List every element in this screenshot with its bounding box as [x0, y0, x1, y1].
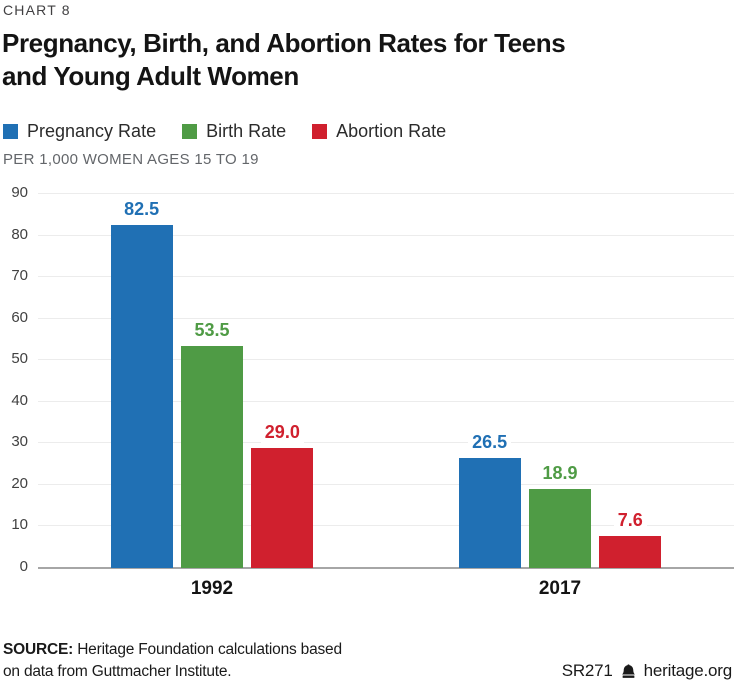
bar-value-label-birth-rate-1992: 53.5 — [190, 319, 234, 341]
x-tick-label-1992: 1992 — [190, 578, 234, 599]
legend-item-abortion-rate: Abortion Rate — [312, 121, 446, 142]
bar-slot-abortion-rate-1992: 29.0 — [251, 194, 314, 568]
y-tick-label: 60 — [11, 308, 28, 326]
chart-title-line-2: and Young Adult Women — [2, 61, 299, 91]
legend-item-pregnancy-rate: Pregnancy Rate — [3, 121, 156, 142]
gridline — [38, 359, 734, 361]
gridline — [38, 442, 734, 444]
y-tick-label: 40 — [11, 391, 28, 409]
chart-title-line-1: Pregnancy, Birth, and Abortion Rates for… — [2, 28, 566, 58]
gridline — [38, 400, 734, 402]
y-tick-label: 50 — [11, 350, 28, 368]
abortion-rate-bar-2017 — [599, 536, 662, 568]
legend-label-pregnancy-rate: Pregnancy Rate — [27, 121, 157, 141]
heritage-bell-icon — [620, 663, 637, 680]
gridline — [38, 317, 734, 319]
source-line-1: SOURCE: Heritage Foundation calculations… — [3, 639, 342, 661]
chart-eyebrow: CHART 8 — [3, 2, 71, 18]
birth-rate-bar-1992 — [180, 345, 244, 568]
gridline — [38, 193, 734, 194]
legend: Pregnancy Rate Birth Rate Abortion Rate — [3, 121, 446, 142]
abortion-rate-bar-1992 — [251, 447, 314, 568]
y-tick-label: 20 — [11, 474, 28, 492]
chart-title: Pregnancy, Birth, and Abortion Rates for… — [2, 27, 566, 93]
bar-slot-pregnancy-rate-1992: 82.5 — [110, 194, 173, 568]
bar-value-label-pregnancy-rate-2017: 26.5 — [468, 431, 512, 453]
legend-label-abortion-rate: Abortion Rate — [336, 121, 447, 141]
y-axis-labels: 0 10 20 30 40 50 60 70 80 90 — [0, 184, 28, 575]
x-axis-line — [38, 567, 734, 569]
report-id: SR271 — [561, 661, 613, 680]
bar-slot-birth-rate-2017: 18.9 — [528, 194, 592, 568]
bar-groups: 82.5 53.5 29.0 1992 26.5 18.9 7.6 2017 — [38, 194, 734, 599]
source-text-1: Heritage Foundation calculations based — [77, 641, 342, 658]
legend-label-birth-rate: Birth Rate — [206, 121, 287, 141]
x-tick-label-2017: 2017 — [538, 578, 582, 599]
legend-item-birth-rate: Birth Rate — [182, 121, 286, 142]
gridline — [38, 276, 734, 278]
legend-swatch-birth-rate — [182, 124, 198, 139]
y-tick-label: 10 — [11, 516, 28, 534]
y-tick-label: 80 — [11, 225, 28, 243]
y-tick-label: 30 — [11, 433, 28, 451]
bar-slot-birth-rate-1992: 53.5 — [180, 194, 244, 568]
gridline — [38, 234, 734, 236]
plot-area: 82.5 53.5 29.0 1992 26.5 18.9 7.6 2017 — [38, 193, 734, 599]
y-tick-label: 0 — [19, 558, 28, 575]
source-note: SOURCE: Heritage Foundation calculations… — [3, 639, 342, 683]
bar-group-1992: 82.5 53.5 29.0 1992 — [110, 194, 314, 599]
bar-slot-pregnancy-rate-2017: 26.5 — [458, 194, 521, 568]
bar-value-label-abortion-rate-2017: 7.6 — [613, 510, 647, 532]
gridline — [38, 525, 734, 527]
pregnancy-rate-bar-1992 — [110, 225, 173, 568]
bar-slot-abortion-rate-2017: 7.6 — [599, 194, 662, 568]
pregnancy-rate-bar-2017 — [458, 457, 521, 568]
site-link[interactable]: heritage.org — [643, 661, 733, 680]
footer-right: SR271 heritage.org — [561, 661, 733, 681]
axis-note: PER 1,000 WOMEN AGES 15 TO 19 — [3, 151, 259, 168]
bar-value-label-pregnancy-rate-1992: 82.5 — [120, 199, 164, 221]
legend-swatch-abortion-rate — [312, 124, 328, 139]
bar-value-label-birth-rate-2017: 18.9 — [538, 463, 582, 485]
source-label: SOURCE: — [3, 641, 74, 658]
source-text-2: on data from Guttmacher Institute. — [3, 663, 232, 680]
bar-group-2017: 26.5 18.9 7.6 2017 — [458, 194, 662, 599]
birth-rate-bar-2017 — [528, 489, 592, 568]
bar-value-label-abortion-rate-1992: 29.0 — [260, 421, 304, 443]
legend-swatch-pregnancy-rate — [3, 124, 18, 139]
gridline — [38, 483, 734, 485]
y-tick-label: 70 — [11, 267, 28, 285]
y-tick-label: 90 — [11, 184, 28, 201]
